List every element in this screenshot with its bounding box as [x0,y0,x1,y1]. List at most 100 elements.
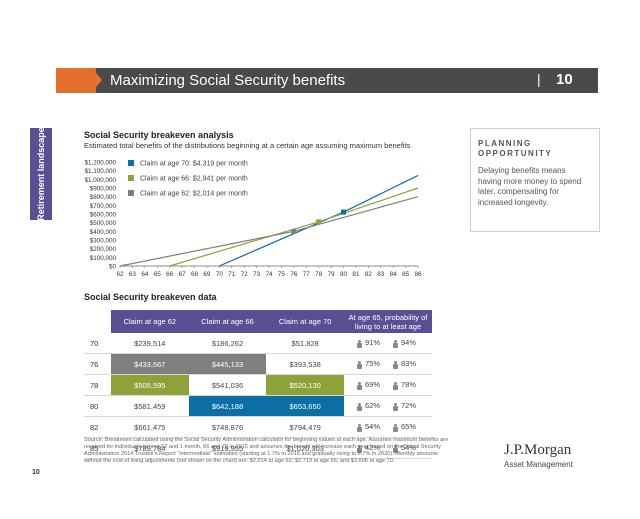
breakeven-chart: $0 $100,000 $200,000$300,000 $400,000 $500,0… [84,160,422,279]
page-title: Maximizing Social Security benefits [110,72,346,89]
cell-claim-70: $1,020,303 [266,437,344,459]
series-line-2 [119,196,419,267]
cell-probability: 54% 65% [344,416,432,438]
probability-value: 54% [365,422,381,432]
legend-label-1: Claim at age 66: $2,941 per month [140,176,248,183]
header-accent [56,68,96,93]
cell-probability: 75% 83% [344,353,432,375]
probability-value: 42% [365,443,381,453]
cell-claim-70: $653,650 [266,395,344,417]
person-icon [393,402,398,411]
y-tick-label: $700,000 [90,203,117,210]
person-icon [393,381,398,390]
probability-value: 94% [401,338,417,348]
legend-swatch-0 [128,160,134,166]
cell-claim-70: $393,538 [266,353,344,375]
side-tab [30,128,52,220]
planning-heading: PLANNING OPPORTUNITY [478,139,553,158]
series-marker-1 [316,219,322,225]
x-tick-label: 75 [278,271,286,278]
person-icon [357,360,362,369]
x-tick-label: 64 [141,271,149,278]
cell-claim-66: $541,036 [188,374,267,396]
cell-probability: 91% 94% [344,333,432,354]
cell-claim-66: $186,262 [188,333,267,354]
series-marker-0 [341,209,346,215]
person-icon [393,444,398,453]
probability-value: 83% [401,359,417,369]
header-claim-62: Claim at age 62 [111,310,189,333]
table-row: 82 $661,475 $748,876 $794,479 54% 65% [84,416,432,438]
x-tick-label: 72 [241,271,249,278]
cell-probability: 62% 72% [344,395,432,417]
cell-probability: 69% 78% [344,374,432,396]
cell-claim-70: $794,479 [266,416,344,438]
cell-claim-66: $642,188 [188,395,267,417]
row-age: 78 [84,374,111,396]
person-icon [393,339,398,348]
legend-label-0: Claim at age 70: $4,319 per month [140,161,248,168]
row-age: 82 [84,416,111,438]
person-icon [357,339,362,348]
x-tick-label: 66 [166,271,174,278]
probability-value: 62% [365,401,381,411]
x-tick-label: 62 [116,271,124,278]
x-tick-label: 63 [129,271,137,278]
probability-value: 69% [365,380,381,390]
x-tick-label: 78 [315,271,323,278]
y-tick-label: $1,200,000 [84,160,116,167]
cell-claim-66: $919,955 [188,437,267,459]
y-tick-label: $400,000 [90,229,117,236]
y-tick-label: $1,000,000 [84,177,116,184]
x-tick-label: 86 [414,271,422,278]
x-tick-label: 65 [154,271,162,278]
cell-claim-62: $433,667 [111,353,189,375]
row-age: 80 [84,395,111,417]
header-blank [84,310,111,333]
person-icon [357,381,362,390]
series-marker-2 [291,228,297,234]
table-title: Social Security breakeven data [84,292,217,302]
cell-claim-62: $661,475 [111,416,189,438]
row-age: 70 [84,333,111,354]
x-tick-label: 68 [191,271,199,278]
table-row: 85 $789,784 $919,955 $1,020,303 42% 54% [84,437,432,459]
x-tick-label: 67 [179,271,187,278]
x-tick-label: 73 [253,271,261,278]
chart-subtitle: Estimated total benefits of the distribu… [84,141,411,150]
planning-body: Delaying benefits means having more mone… [478,166,582,207]
cell-claim-70: $520,130 [266,374,344,396]
y-tick-label: $300,000 [90,238,117,245]
planning-box [470,128,600,232]
legend-swatch-1 [128,175,134,181]
person-icon [393,423,398,432]
row-age: 85 [84,437,111,459]
cell-probability: 42% 54% [344,437,432,459]
table-row: 70 $239,514 $186,262 $51,828 91% 94% [84,333,432,354]
person-icon [393,360,398,369]
y-tick-label: $0 [109,264,117,271]
y-tick-label: $600,000 [90,212,117,219]
person-icon [357,423,362,432]
probability-value: 65% [401,422,417,432]
x-tick-label: 69 [203,271,211,278]
table-row: 80 $581,459 $642,188 $653,650 62% 72% [84,395,432,417]
probability-value: 72% [401,401,417,411]
breakeven-table: Claim at age 62 Claim at age 66 Claim at… [84,310,432,459]
series-line-1 [169,187,419,267]
row-age: 76 [84,353,111,375]
x-tick-label: 82 [365,271,373,278]
cell-claim-62: $581,459 [111,395,189,417]
header-separator: | [537,71,541,87]
table-row: 78 $505,595 $541,036 $520,130 69% 78% [84,374,432,396]
cell-claim-66: $445,133 [188,353,267,375]
chart-title: Social Security breakeven analysis [84,130,234,140]
cell-claim-66: $748,876 [188,416,267,438]
probability-value: 78% [401,380,417,390]
x-tick-label: 84 [390,271,398,278]
y-tick-label: $100,000 [90,255,117,262]
probability-value: 54% [401,443,417,453]
header-bar [96,68,598,93]
header-page-number: 10 [556,71,573,88]
x-tick-label: 70 [216,271,224,278]
